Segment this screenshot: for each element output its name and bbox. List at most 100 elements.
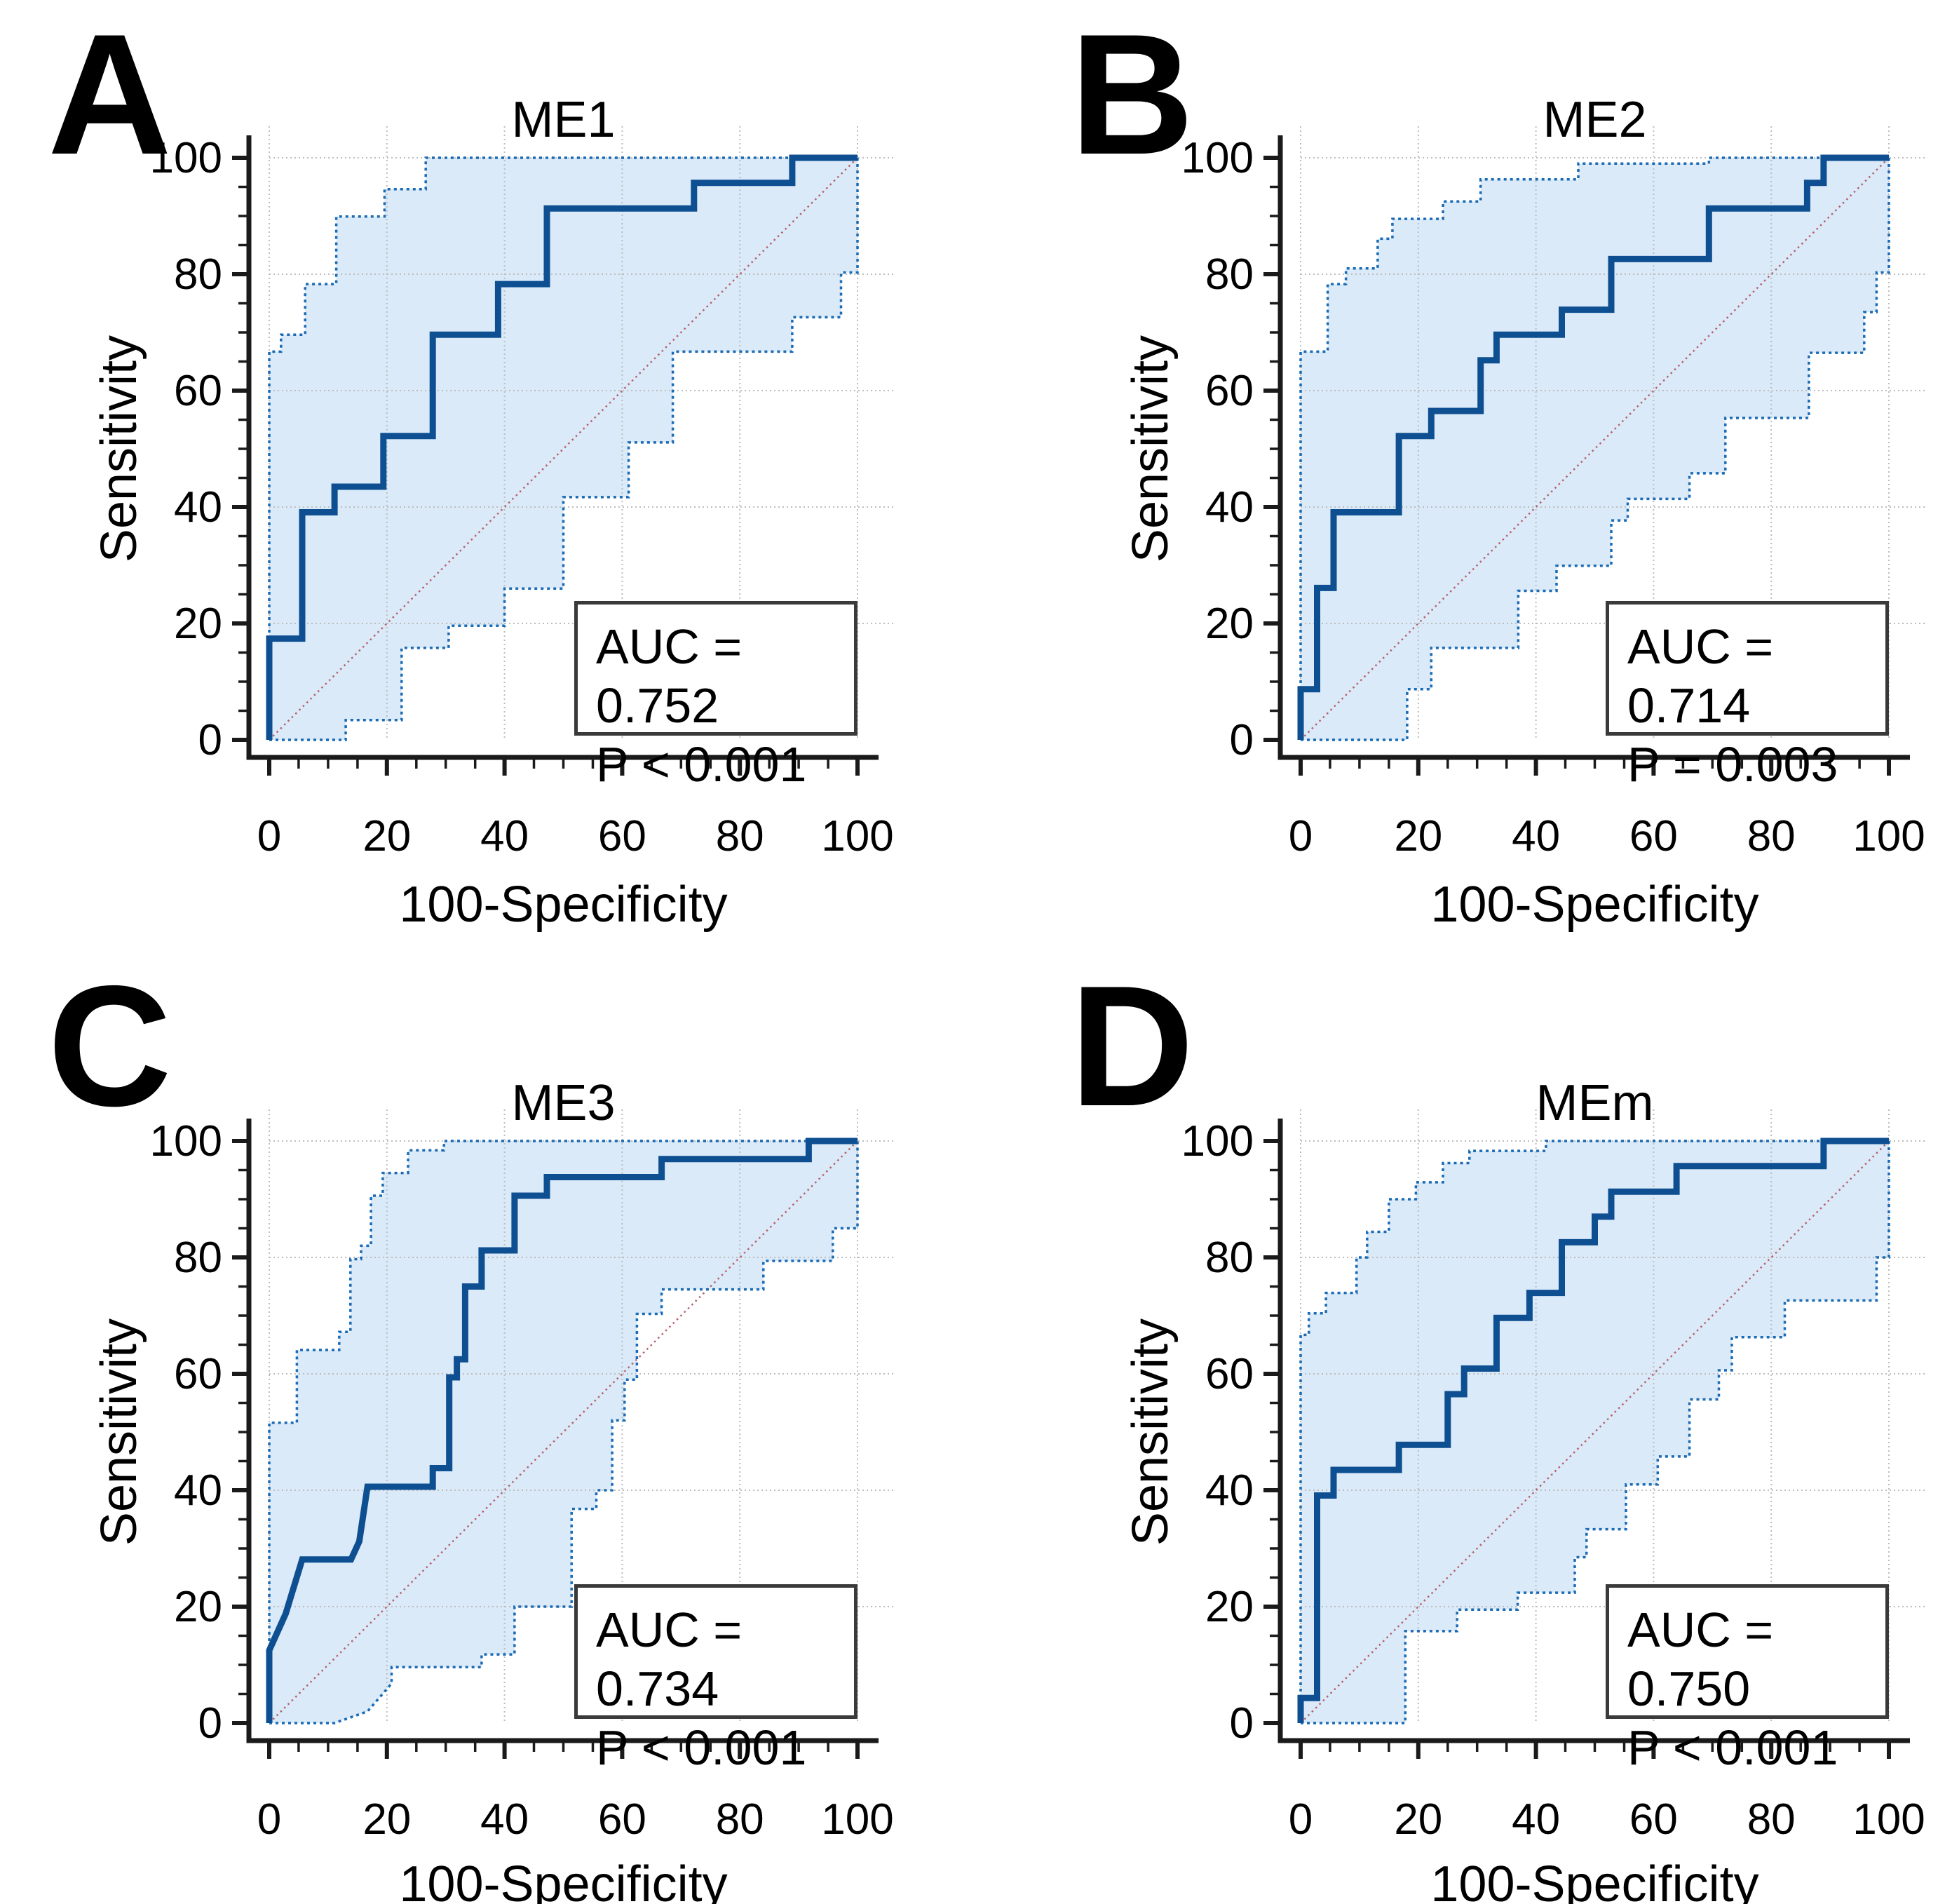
ci-lower-edge (269, 158, 859, 741)
x-tick-label: 100 (821, 1795, 893, 1844)
major-ticks (1263, 156, 1891, 776)
chart-title-ME3: ME3 (511, 1075, 616, 1131)
x-tick-label: 80 (716, 1795, 764, 1844)
reference-diagonal (1300, 157, 1890, 741)
x-tick-label: 60 (1629, 1795, 1678, 1844)
x-tick-label: 0 (1289, 1795, 1313, 1844)
reference-diagonal (269, 157, 858, 741)
y-tick-label: 60 (174, 1350, 222, 1398)
chart-title-MEm: MEm (1536, 1075, 1654, 1131)
panel-B: B ME2 Sensitivity 0 20 40 60 80 100 0 20 40 60 80 1… (976, 0, 1952, 952)
x-axis-label: 100-Specificity (1430, 877, 1759, 933)
x-tick-label: 60 (598, 812, 646, 860)
x-tick-label: 20 (362, 1795, 411, 1844)
roc-chart-ME1: 0 20 40 60 80 100 0 20 40 60 80 100 (150, 126, 896, 860)
y-tick-label: 100 (1181, 134, 1254, 182)
roc-chart-ME3: 0 20 40 60 80 100 0 20 40 60 80 100 (150, 1109, 896, 1844)
panel-C: C ME3 Sensitivity 0 20 40 60 80 100 0 20 40 60 80 1… (0, 952, 976, 1904)
p-value: P = 0.003 (1627, 737, 1838, 792)
auc-value: AUC = 0.752 (596, 619, 743, 733)
chart-title-ME1: ME1 (511, 92, 616, 148)
x-tick-label: 40 (480, 812, 529, 860)
x-tick-label: 40 (1512, 812, 1560, 860)
minor-ticks (1270, 1168, 1861, 1752)
y-tick-label: 0 (1230, 1699, 1254, 1748)
y-tick-label: 20 (174, 1583, 222, 1631)
panel-letter-C: C (48, 950, 172, 1142)
p-value: P < 0.001 (596, 737, 807, 792)
reference-diagonal (269, 1140, 858, 1724)
y-tick-label: 20 (1205, 600, 1254, 648)
panel-D: D MEm Sensitivity 0 20 40 60 80 100 0 20 40 60 80 1… (976, 952, 1952, 1904)
x-tick-label: 20 (1394, 1795, 1442, 1844)
x-axis-label: 100-Specificity (399, 877, 728, 933)
y-tick-label: 20 (1205, 1583, 1254, 1631)
y-tick-label: 60 (1205, 367, 1254, 415)
ci-upper-edge (1299, 156, 1889, 740)
reference-diagonal (1300, 1140, 1890, 1724)
auc-annotation-box: AUC = 0.714 P = 0.003 (1606, 601, 1889, 792)
ci-lower-edge (1301, 1141, 1890, 1724)
y-tick-label: 40 (1205, 483, 1254, 532)
chart-title-ME2: ME2 (1543, 92, 1647, 148)
roc-curve (266, 1137, 858, 1723)
ci-upper-edge (1299, 1140, 1889, 1723)
y-tick-label: 60 (174, 367, 222, 415)
x-tick-label: 100 (1852, 1795, 1925, 1844)
auc-value: AUC = 0.734 (596, 1602, 743, 1716)
x-tick-label: 80 (716, 812, 764, 860)
x-tick-label: 20 (1394, 812, 1442, 860)
x-tick-label: 40 (480, 1795, 529, 1844)
x-axis-label: 100-Specificity (399, 1856, 728, 1904)
roc-chart-MEm: 0 20 40 60 80 100 0 20 40 60 80 100 (1181, 1109, 1927, 1844)
auc-annotation-box: AUC = 0.752 P < 0.001 (574, 601, 858, 792)
roc-chart-ME2: 0 20 40 60 80 100 0 20 40 60 80 100 (1181, 126, 1927, 860)
x-tick-label: 60 (598, 1795, 646, 1844)
y-tick-label: 80 (174, 250, 222, 299)
y-tick-label: 100 (1181, 1117, 1254, 1166)
roc-curve (266, 154, 858, 740)
x-tick-label: 20 (362, 812, 411, 860)
auc-value: AUC = 0.750 (1627, 1602, 1774, 1716)
major-ticks (232, 156, 860, 776)
auc-value: AUC = 0.714 (1627, 619, 1774, 733)
roc-curve (1297, 154, 1889, 740)
y-tick-label: 0 (198, 1699, 222, 1748)
panel-letter-A: A (48, 0, 172, 190)
roc-curve (1297, 1137, 1889, 1723)
y-tick-label: 60 (1205, 1350, 1254, 1398)
minor-ticks (1270, 185, 1861, 769)
x-tick-label: 40 (1512, 1795, 1560, 1844)
y-tick-label: 80 (1205, 250, 1254, 299)
y-tick-label: 40 (1205, 1466, 1254, 1515)
y-tick-label: 40 (174, 1466, 222, 1515)
p-value: P < 0.001 (1627, 1720, 1838, 1775)
panel-letter-D: D (1070, 950, 1194, 1142)
y-tick-label: 80 (1205, 1234, 1254, 1282)
ci-lower-edge (1301, 158, 1890, 741)
x-tick-label: 80 (1747, 812, 1796, 860)
major-ticks (232, 1139, 860, 1759)
y-tick-label: 100 (150, 1117, 222, 1166)
ci-lower-edge (269, 1141, 859, 1724)
y-tick-label: 100 (150, 134, 222, 182)
y-tick-label: 80 (174, 1234, 222, 1282)
ci-upper-edge (268, 1140, 858, 1723)
x-tick-label: 60 (1629, 812, 1678, 860)
y-tick-label: 40 (174, 483, 222, 532)
x-tick-label: 0 (1289, 812, 1313, 860)
x-tick-label: 100 (821, 812, 893, 860)
x-axis-label: 100-Specificity (1430, 1856, 1759, 1904)
panel-letter-B: B (1070, 0, 1194, 190)
x-tick-label: 0 (257, 1795, 281, 1844)
panel-A: A ME1 Sensitivity 0 20 40 60 80 100 0 20 40 60 80 1… (0, 0, 976, 952)
x-tick-label: 100 (1852, 812, 1925, 860)
x-tick-label: 0 (257, 812, 281, 860)
y-tick-label: 0 (1230, 716, 1254, 764)
auc-annotation-box: AUC = 0.734 P < 0.001 (574, 1584, 858, 1775)
y-tick-label: 0 (198, 716, 222, 764)
p-value: P < 0.001 (596, 1720, 807, 1775)
auc-annotation-box: AUC = 0.750 P < 0.001 (1606, 1584, 1889, 1775)
minor-ticks (238, 185, 829, 769)
